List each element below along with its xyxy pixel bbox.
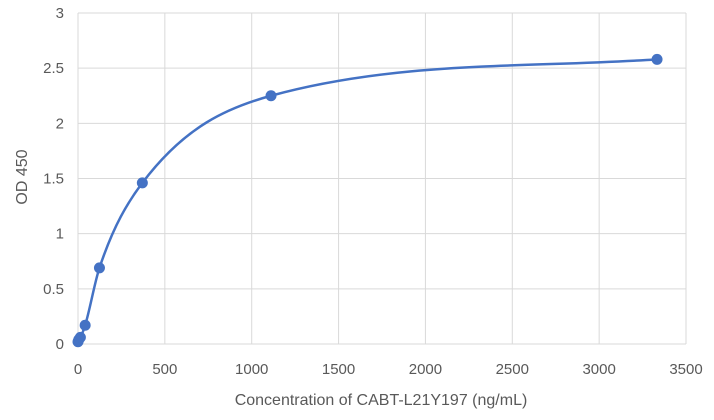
x-tick-label: 3500: [669, 361, 702, 378]
x-tick-label: 0: [74, 361, 82, 378]
y-tick-label: 3: [56, 5, 64, 22]
data-point: [93, 262, 105, 274]
y-tick-label: 1.5: [43, 171, 64, 188]
y-tick-label: 0.5: [43, 281, 64, 298]
x-tick-label: 2500: [496, 361, 529, 378]
y-tick-label: 2.5: [43, 60, 64, 77]
x-tick-label: 500: [152, 361, 177, 378]
y-tick-label: 0: [56, 336, 64, 353]
x-tick-label: 1500: [322, 361, 355, 378]
data-point: [79, 319, 91, 331]
y-tick-label: 2: [56, 115, 64, 132]
x-axis-title: Concentration of CABT-L21Y197 (ng/mL): [235, 392, 528, 409]
grid: [77, 12, 687, 345]
y-tick-label: 1: [56, 226, 64, 243]
x-tick-labels: 0 500 1000 1500 2000 2500 3000 3500: [74, 361, 703, 378]
y-tick-labels: 0 0.5 1 1.5 2 2.5 3: [43, 5, 64, 353]
x-tick-label: 2000: [409, 361, 442, 378]
data-points: [72, 53, 663, 348]
data-point: [651, 53, 663, 65]
data-point: [265, 90, 277, 102]
x-tick-label: 3000: [582, 361, 615, 378]
y-axis-title: OD 450: [14, 149, 31, 204]
x-tick-label: 1000: [235, 361, 268, 378]
data-point: [74, 331, 86, 343]
data-point: [136, 177, 148, 189]
